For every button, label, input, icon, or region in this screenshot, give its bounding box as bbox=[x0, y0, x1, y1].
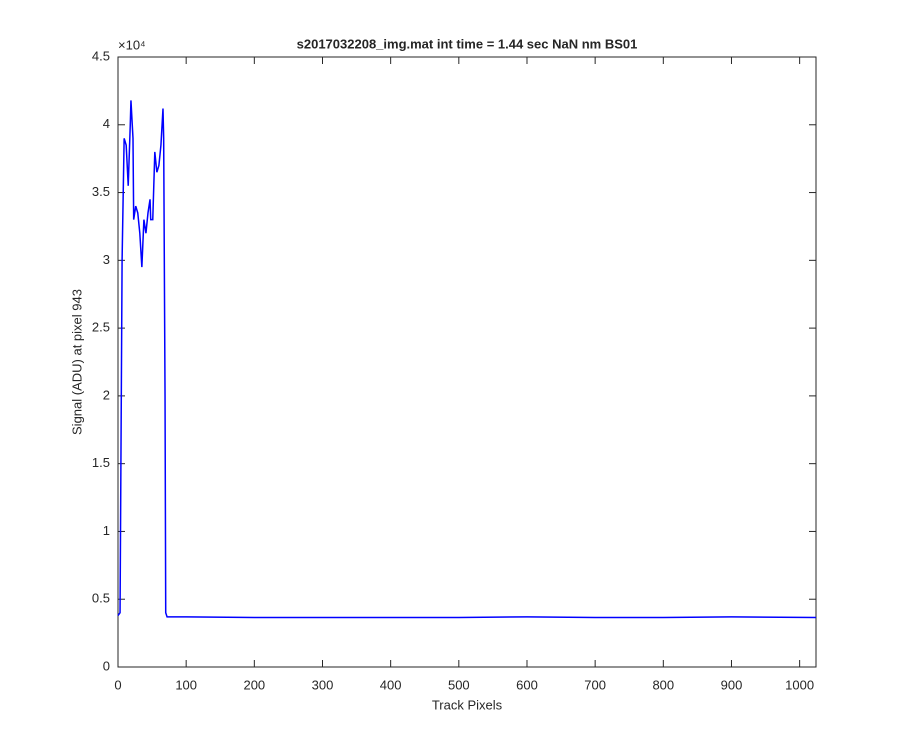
x-tick-label: 1000 bbox=[785, 677, 814, 692]
y-tick-label: 4.5 bbox=[92, 48, 110, 63]
y-tick-label: 1 bbox=[103, 523, 110, 538]
x-tick-label: 100 bbox=[175, 677, 197, 692]
x-tick-label: 800 bbox=[652, 677, 674, 692]
x-tick-label: 0 bbox=[114, 677, 121, 692]
y-tick-label: 0.5 bbox=[92, 591, 110, 606]
x-tick-label: 900 bbox=[721, 677, 743, 692]
x-tick-label: 200 bbox=[243, 677, 265, 692]
x-tick-label: 600 bbox=[516, 677, 538, 692]
chart-title: s2017032208_img.mat int time = 1.44 sec … bbox=[297, 36, 638, 51]
y-tick-label: 0 bbox=[103, 658, 110, 673]
x-tick-label: 300 bbox=[312, 677, 334, 692]
x-axis-label: Track Pixels bbox=[432, 697, 503, 712]
y-tick-label: 3.5 bbox=[92, 184, 110, 199]
x-tick-label: 500 bbox=[448, 677, 470, 692]
y-axis-label: Signal (ADU) at pixel 943 bbox=[69, 289, 84, 435]
plot-area bbox=[117, 56, 817, 668]
y-tick-label: 2.5 bbox=[92, 320, 110, 335]
y-tick-label: 2 bbox=[103, 387, 110, 402]
x-tick-label: 700 bbox=[584, 677, 606, 692]
x-tick-label: 400 bbox=[380, 677, 402, 692]
y-tick-label: 3 bbox=[103, 252, 110, 267]
y-tick-label: 1.5 bbox=[92, 455, 110, 470]
y-tick-label: 4 bbox=[103, 116, 110, 131]
y-scale-label: ×10⁴ bbox=[118, 37, 146, 52]
data-line bbox=[117, 100, 817, 619]
